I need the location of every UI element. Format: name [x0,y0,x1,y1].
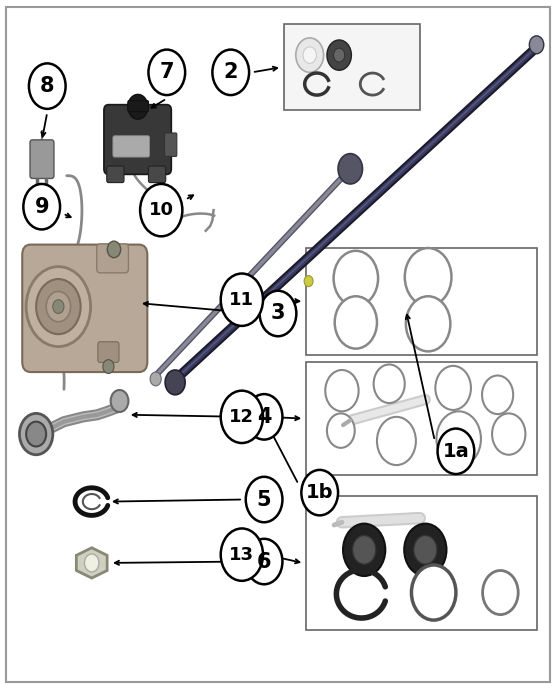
FancyBboxPatch shape [107,166,124,183]
Circle shape [296,38,324,72]
Circle shape [414,535,437,564]
Circle shape [111,390,128,412]
Circle shape [301,470,338,515]
FancyBboxPatch shape [165,205,177,214]
FancyBboxPatch shape [104,105,171,174]
Circle shape [411,565,456,620]
Circle shape [46,291,71,322]
Circle shape [325,370,359,411]
Text: 1b: 1b [306,483,334,502]
Circle shape [212,50,249,95]
Circle shape [303,47,316,63]
FancyBboxPatch shape [306,362,537,475]
FancyBboxPatch shape [30,140,54,178]
Circle shape [26,267,91,347]
Circle shape [140,184,182,236]
Circle shape [482,376,513,414]
Circle shape [246,539,282,584]
Circle shape [405,248,451,306]
Circle shape [304,276,313,287]
Circle shape [148,50,185,95]
FancyBboxPatch shape [98,342,119,362]
Circle shape [53,300,64,313]
Circle shape [221,274,263,326]
Circle shape [327,40,351,70]
Circle shape [343,524,385,576]
Circle shape [377,417,416,465]
FancyBboxPatch shape [113,136,150,157]
Circle shape [150,372,161,386]
FancyBboxPatch shape [165,133,177,156]
Circle shape [374,364,405,403]
Polygon shape [76,548,107,578]
FancyBboxPatch shape [97,244,128,273]
Circle shape [334,48,345,62]
Circle shape [103,360,114,373]
Text: 7: 7 [160,62,174,83]
Circle shape [436,411,481,466]
FancyBboxPatch shape [284,24,420,110]
Text: 11: 11 [230,291,254,309]
Circle shape [246,477,282,522]
Text: 10: 10 [149,201,173,219]
Text: 2: 2 [224,62,238,83]
Text: 12: 12 [230,408,254,426]
Circle shape [260,291,296,336]
FancyBboxPatch shape [306,248,537,355]
Circle shape [128,94,148,119]
Circle shape [438,429,474,474]
Text: 8: 8 [40,76,54,96]
FancyBboxPatch shape [22,245,147,372]
Circle shape [435,366,471,410]
Circle shape [29,63,66,109]
Circle shape [221,391,263,443]
Circle shape [23,184,60,229]
Circle shape [19,413,53,455]
Text: 6: 6 [257,551,271,572]
Text: 13: 13 [230,546,254,564]
Text: 3: 3 [271,303,285,324]
Circle shape [353,535,376,564]
Text: 1a: 1a [443,442,469,461]
Circle shape [492,413,525,455]
Circle shape [334,251,378,306]
FancyBboxPatch shape [306,496,537,630]
FancyBboxPatch shape [128,101,148,112]
Circle shape [165,370,185,395]
Circle shape [483,570,518,615]
Text: 5: 5 [257,489,271,510]
Circle shape [221,528,263,581]
Circle shape [246,394,282,440]
Circle shape [107,241,121,258]
Circle shape [26,422,46,446]
Circle shape [327,413,355,448]
Text: 9: 9 [34,196,49,217]
Circle shape [406,296,450,351]
Circle shape [404,524,446,576]
Circle shape [529,36,544,54]
Circle shape [36,279,81,334]
Circle shape [335,296,377,349]
Circle shape [338,154,363,184]
Circle shape [85,554,99,572]
Text: 4: 4 [257,407,271,427]
FancyBboxPatch shape [148,166,166,183]
